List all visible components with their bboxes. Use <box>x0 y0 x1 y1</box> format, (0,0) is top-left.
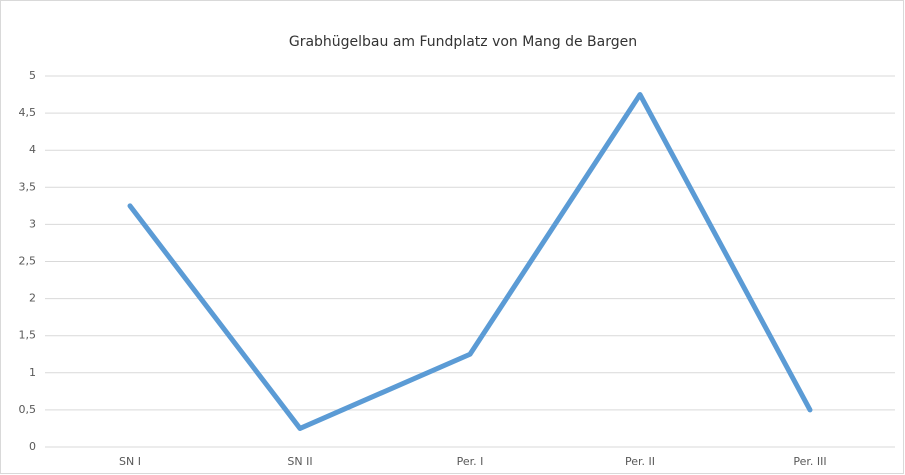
y-tick-label: 5 <box>29 69 36 82</box>
data-line <box>127 92 813 431</box>
x-tick-label: Per. III <box>793 455 826 468</box>
x-tick-label: Per. I <box>457 455 484 468</box>
y-tick-label: 3 <box>29 217 36 230</box>
y-tick-label: 4 <box>29 143 36 156</box>
y-tick-label: 4,5 <box>19 106 37 119</box>
y-tick-label: 2,5 <box>19 255 37 268</box>
x-tick-label: SN II <box>287 455 312 468</box>
y-tick-label: 0,5 <box>19 403 37 416</box>
y-tick-label: 2 <box>29 292 36 305</box>
y-tick-label: 1 <box>29 366 36 379</box>
y-tick-label: 3,5 <box>19 180 37 193</box>
chart-title: Grabhügelbau am Fundplatz von Mang de Ba… <box>289 34 637 50</box>
x-tick-label: Per. II <box>625 455 655 468</box>
y-tick-label: 0 <box>29 440 36 453</box>
y-tick-label: 1,5 <box>19 329 37 342</box>
x-tick-label: SN I <box>119 455 141 468</box>
